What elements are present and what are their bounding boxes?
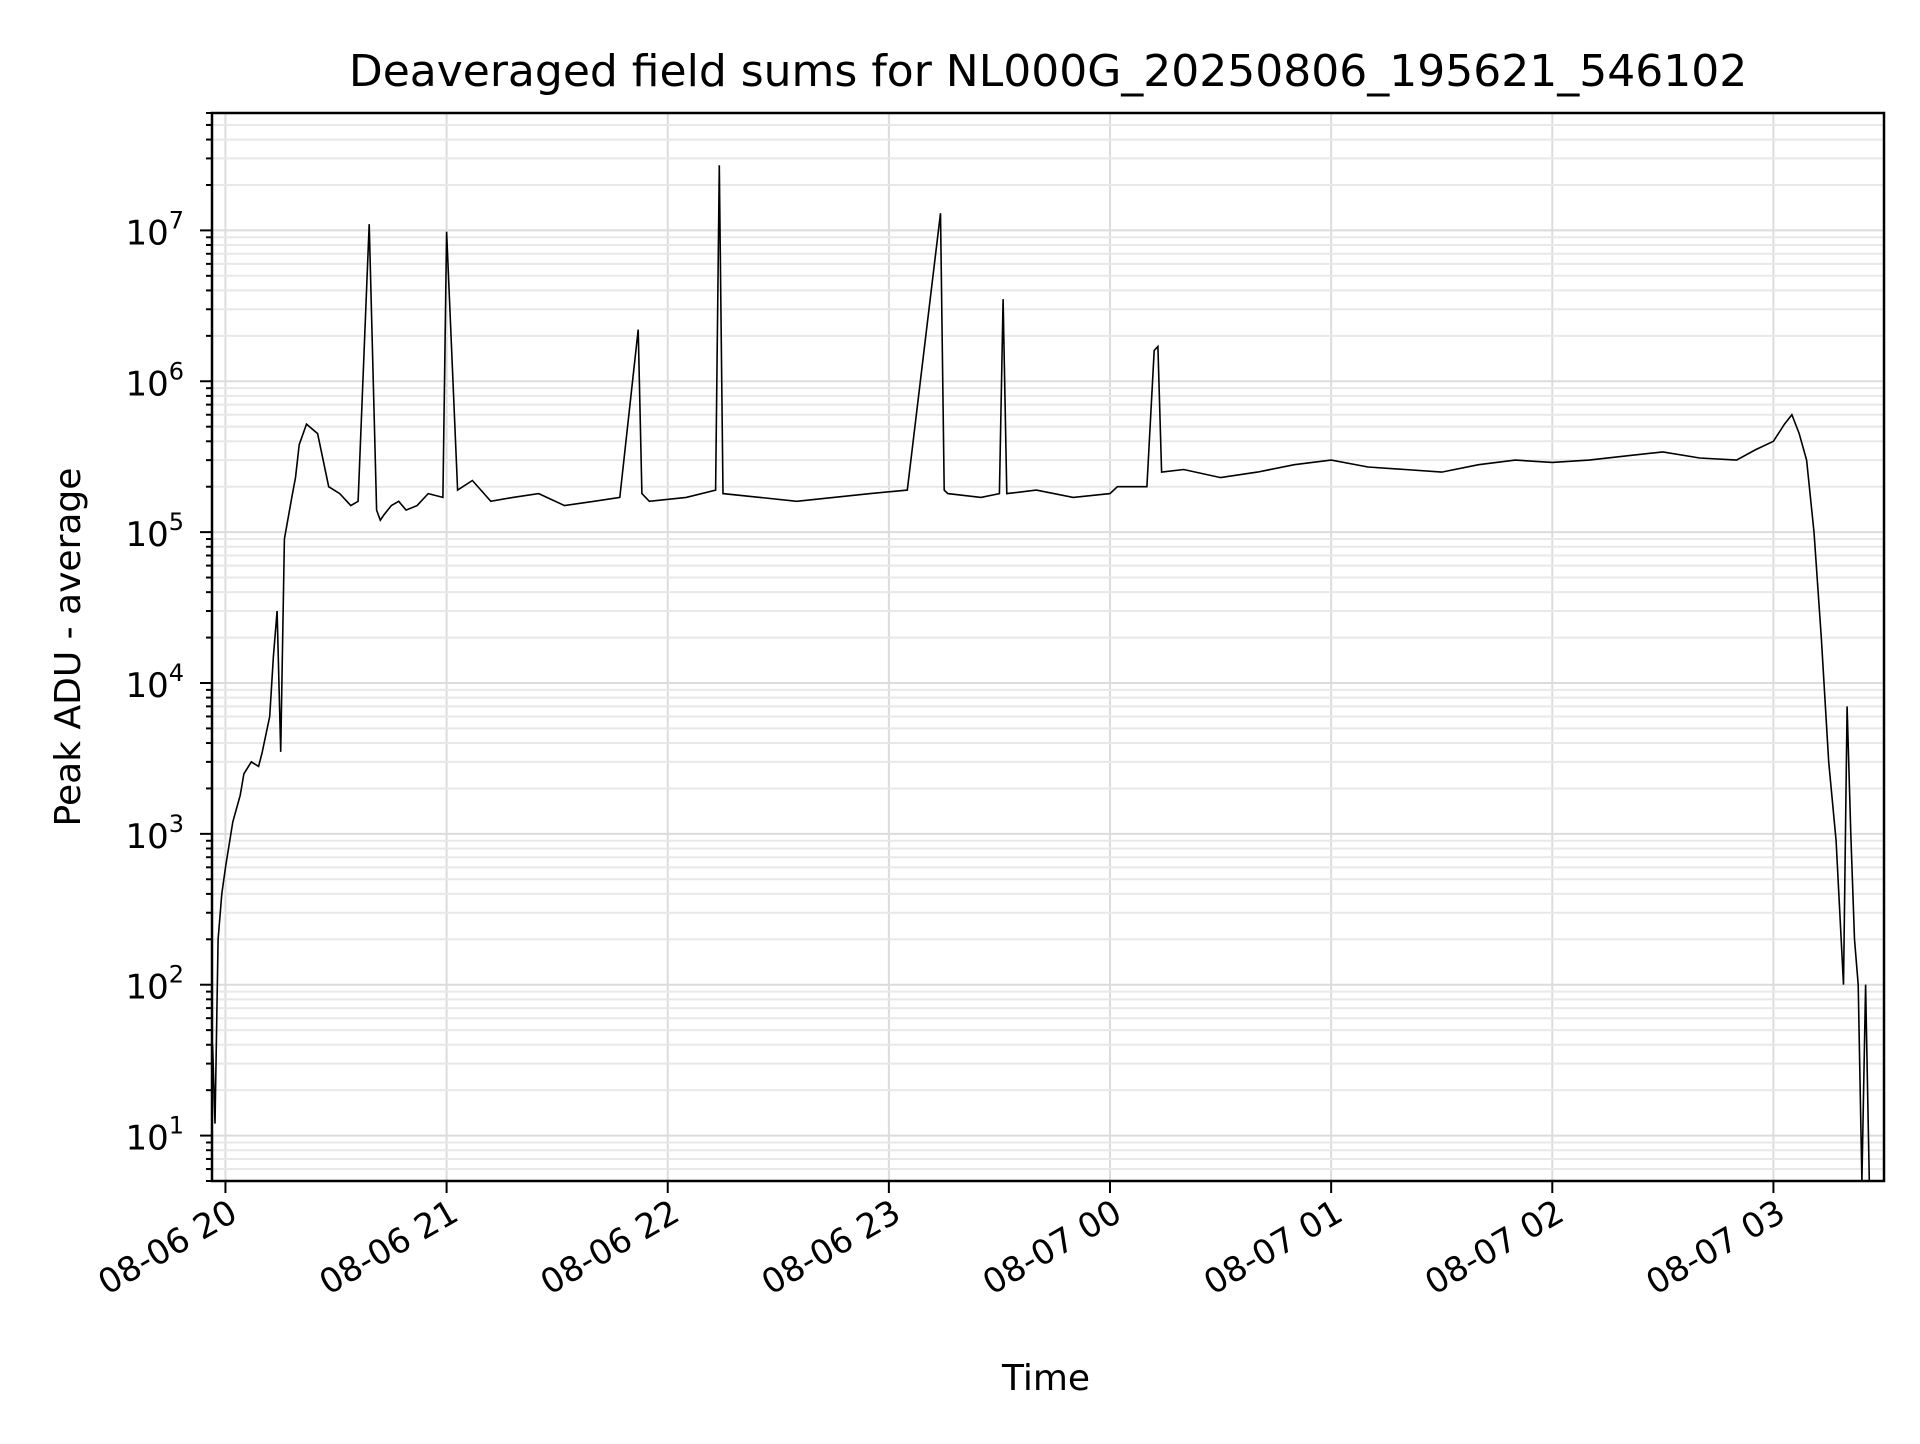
- y-tick-label: 103: [125, 810, 184, 857]
- grid: [212, 112, 1884, 1182]
- plot-frame: [210, 111, 1886, 1183]
- y-tick-label: 102: [125, 961, 184, 1008]
- y-tick-label: 106: [125, 357, 184, 404]
- y-tick-label: 105: [125, 508, 184, 555]
- series-line: [212, 165, 1871, 1181]
- series-layer: [212, 165, 1871, 1181]
- chart-title: Deaveraged field sums for NL000G_2025080…: [349, 46, 1747, 97]
- y-tick-label: 104: [125, 659, 184, 706]
- y-tick-label: 107: [125, 206, 184, 253]
- ticks: [200, 112, 1775, 1193]
- y-axis-label: Peak ADU - average: [48, 468, 89, 827]
- y-tick-labels: 101 102 103 104 105 106 107: [125, 206, 184, 1158]
- x-axis-label: Time: [1001, 1358, 1090, 1399]
- y-tick-label: 101: [125, 1112, 184, 1159]
